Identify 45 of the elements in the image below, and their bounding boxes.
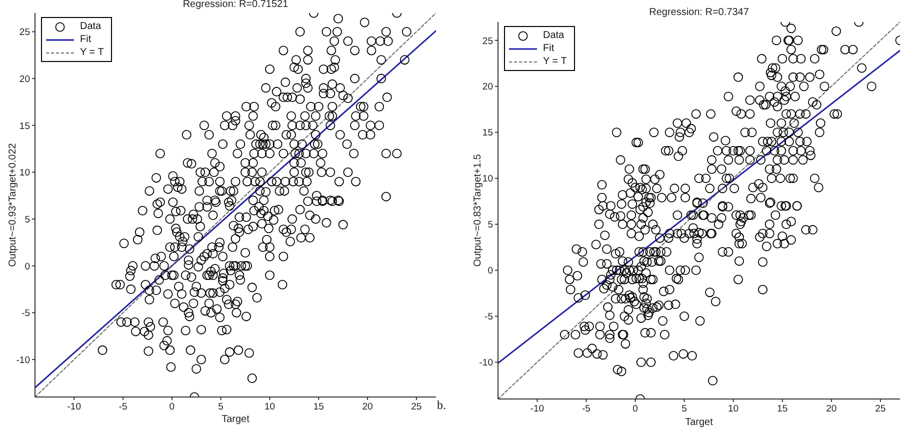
y-axis-title: Output~=0.83*Target+1.5 [472,154,484,267]
y-tick-label: 5 [24,214,30,226]
x-tick-label: 5 [218,402,224,413]
y-tick-label: 20 [482,82,493,93]
y-tick-label: 15 [482,128,493,139]
x-tick-label: -5 [118,402,128,413]
y-tick-label: -10 [479,358,493,369]
legend-label: Data [543,29,564,42]
y-axis-title: Output~=0.93*Target+0.022 [8,142,19,267]
x-tick-label: 20 [826,404,837,415]
y-tick-label: -5 [484,312,493,323]
chart-title: Regression: R=0.71521 [182,0,290,11]
x-tick-label: 10 [264,402,276,413]
x-tick-label: 20 [362,402,373,413]
y-tick-label: -10 [16,354,30,366]
legend-label: Fit [543,42,554,55]
x-tick-label: -5 [582,404,590,415]
legend-label: Fit [80,33,92,46]
chart-title: Regression: R=0.7347 [648,7,750,19]
x-tick-label: 25 [411,402,422,413]
x-tick-label: 25 [875,404,886,415]
x-tick-label: 5 [682,404,687,415]
y-tick-label: 20 [19,74,30,85]
y-tick-label: 0 [488,266,493,277]
x-axis-title: Target [222,414,250,425]
x-axis-title: Target [685,417,714,428]
x-tick-label: 0 [632,404,638,415]
x-tick-label: -10 [530,404,544,415]
x-tick-label: 10 [728,404,739,415]
x-tick-label: -10 [67,402,81,413]
x-tick-label: 15 [777,404,788,415]
legend-label: Y = T [80,46,104,59]
legend-label: Y = T [543,55,567,68]
y-tick-label: 10 [482,174,493,185]
x-tick-label: 15 [313,402,324,413]
y-tick-label: -5 [22,308,30,320]
text: b. [437,398,446,413]
y-tick-label: 10 [19,168,30,179]
y-tick-label: 15 [19,120,30,132]
y-tick-label: 5 [488,220,493,231]
legend-label: Data [80,20,102,33]
y-tick-label: 0 [24,261,30,272]
y-tick-label: 25 [482,36,493,47]
x-tick-label: 0 [169,402,175,413]
y-tick-label: 25 [19,27,30,38]
